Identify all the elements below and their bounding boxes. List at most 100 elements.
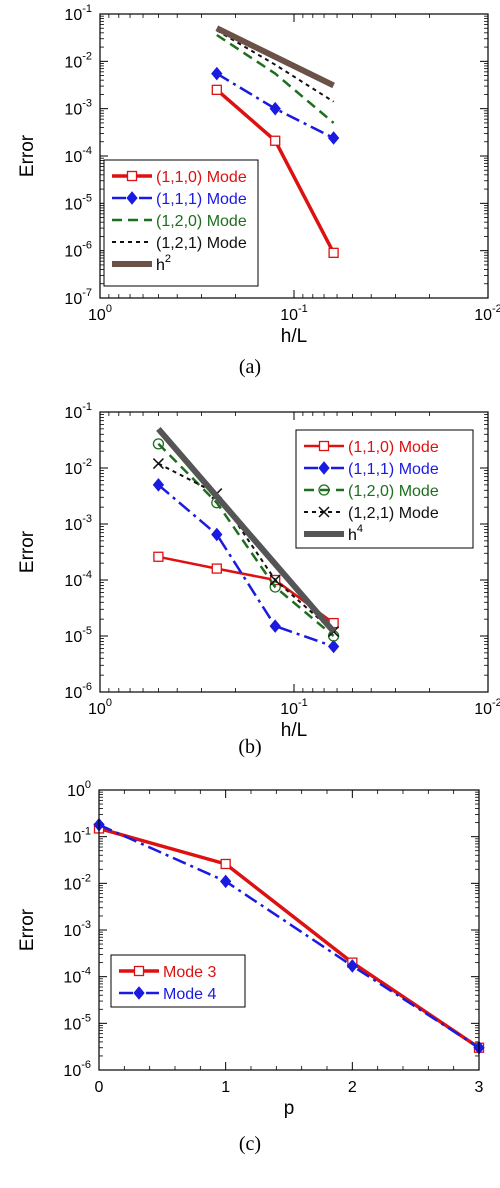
series-1	[211, 84, 339, 258]
plot-frame	[98, 789, 480, 1071]
data-point	[269, 574, 281, 586]
y-tick-label: 10-1	[63, 826, 91, 847]
legend-label: (1,1,1) Mode	[348, 461, 439, 478]
legend-label: (1,2,1) Mode	[156, 235, 247, 252]
panel-caption: (b)	[238, 736, 261, 758]
y-tick-label: 10-2	[63, 872, 91, 893]
series-5	[156, 426, 336, 634]
major-ticks	[98, 789, 480, 1071]
data-point	[327, 131, 340, 145]
x-tick-label: 10-2	[474, 697, 500, 718]
legend-marker	[133, 986, 145, 1000]
legend-marker	[126, 191, 138, 205]
series-line	[216, 29, 335, 103]
data-point	[153, 551, 164, 562]
chart-panel-3: 100 10-1 10-2 10-3 10-4 10-5 10-60 1 2 3 p Error Mod…	[17, 779, 485, 1155]
legend: Mode 3 Mode 4	[110, 954, 246, 1008]
series-2	[152, 478, 340, 654]
series-line	[216, 72, 335, 140]
series-2	[93, 817, 485, 1055]
data-point	[220, 858, 231, 870]
y-tick-label: 10-2	[64, 457, 92, 478]
y-tick-label: 10-3	[64, 98, 92, 119]
legend-label: (1,2,1) Mode	[348, 505, 439, 522]
series-3	[216, 33, 335, 124]
series-line	[98, 826, 480, 1050]
legend-marker	[318, 461, 330, 475]
legend-label: h4	[348, 523, 363, 544]
x-axis-label: h/L	[281, 720, 307, 741]
series-line	[157, 462, 335, 633]
data-point	[269, 101, 281, 116]
panel-caption: (a)	[239, 356, 261, 378]
y-tick-label: 10-5	[63, 1012, 91, 1033]
legend-label: (1,1,0) Mode	[348, 439, 439, 456]
legend-label: h2	[156, 253, 171, 274]
data-point	[220, 874, 232, 889]
minor-ticks	[100, 412, 488, 692]
y-axis-label: Error	[17, 134, 38, 177]
series-line	[216, 33, 335, 124]
series-4	[216, 29, 335, 103]
series-5	[215, 25, 335, 89]
data-point	[270, 135, 281, 146]
x-tick-label: 10-1	[280, 303, 308, 324]
plot-frame	[99, 411, 489, 693]
legend-label: (1,2,0) Mode	[156, 213, 247, 230]
series-line	[156, 426, 336, 634]
data-point	[269, 619, 281, 633]
y-tick-label: 10-6	[63, 1059, 91, 1080]
series-line	[215, 25, 335, 89]
y-tick-label: 10-4	[63, 966, 91, 987]
y-axis-label: Error	[17, 908, 38, 951]
y-tick-label: 10-6	[64, 240, 92, 261]
series-2	[211, 66, 340, 145]
y-tick-label: 10-4	[64, 145, 92, 166]
legend-marker	[133, 965, 145, 977]
data-point	[346, 959, 358, 973]
data-point	[152, 458, 164, 470]
legend-label: Mode 3	[163, 964, 216, 981]
series-1	[93, 823, 485, 1053]
y-tick-label: 10-1	[64, 3, 92, 24]
x-tick-label: 2	[348, 1079, 357, 1096]
legend: (1,1,0) Mode (1,1,1) Mode (1,2,0) Mode (1,2…	[295, 429, 474, 549]
data-point	[269, 581, 281, 593]
legend-marker	[318, 484, 330, 496]
data-point	[328, 247, 339, 258]
series-line	[157, 442, 335, 637]
y-tick-label: 10-7	[64, 287, 92, 308]
y-tick-label: 10-5	[64, 192, 92, 213]
data-point	[211, 84, 222, 95]
data-point	[327, 639, 340, 654]
y-tick-label: 10-2	[64, 50, 92, 71]
plot-frame	[99, 13, 489, 299]
legend-label: (1,2,0) Mode	[348, 483, 439, 500]
y-tick-label: 10-6	[64, 681, 92, 702]
x-tick-label: 0	[95, 1079, 104, 1096]
legend-label: Mode 4	[163, 986, 216, 1003]
legend: (1,1,0) Mode (1,1,1) Mode (1,2,0) Mode (1,2…	[103, 159, 259, 287]
legend-label: (1,1,0) Mode	[156, 169, 247, 186]
y-tick-label: 10-3	[64, 513, 92, 534]
minor-ticks	[99, 790, 479, 1070]
y-tick-label: 100	[67, 779, 91, 800]
legend-marker	[318, 506, 330, 518]
x-tick-label: 3	[475, 1079, 484, 1096]
x-axis-label: h/L	[281, 326, 307, 347]
series-line	[98, 823, 480, 1049]
series-line	[157, 483, 335, 648]
legend-label: (1,1,1) Mode	[156, 191, 247, 208]
x-tick-label: 100	[88, 697, 112, 718]
x-tick-label: 1	[221, 1079, 230, 1096]
y-tick-label: 10-1	[64, 401, 92, 422]
y-tick-label: 10-5	[64, 625, 92, 646]
y-tick-label: 10-3	[63, 919, 91, 940]
data-point	[211, 66, 223, 81]
data-point	[211, 563, 222, 574]
data-point	[152, 438, 165, 450]
legend-marker	[318, 440, 330, 452]
y-axis-label: Error	[17, 530, 38, 573]
